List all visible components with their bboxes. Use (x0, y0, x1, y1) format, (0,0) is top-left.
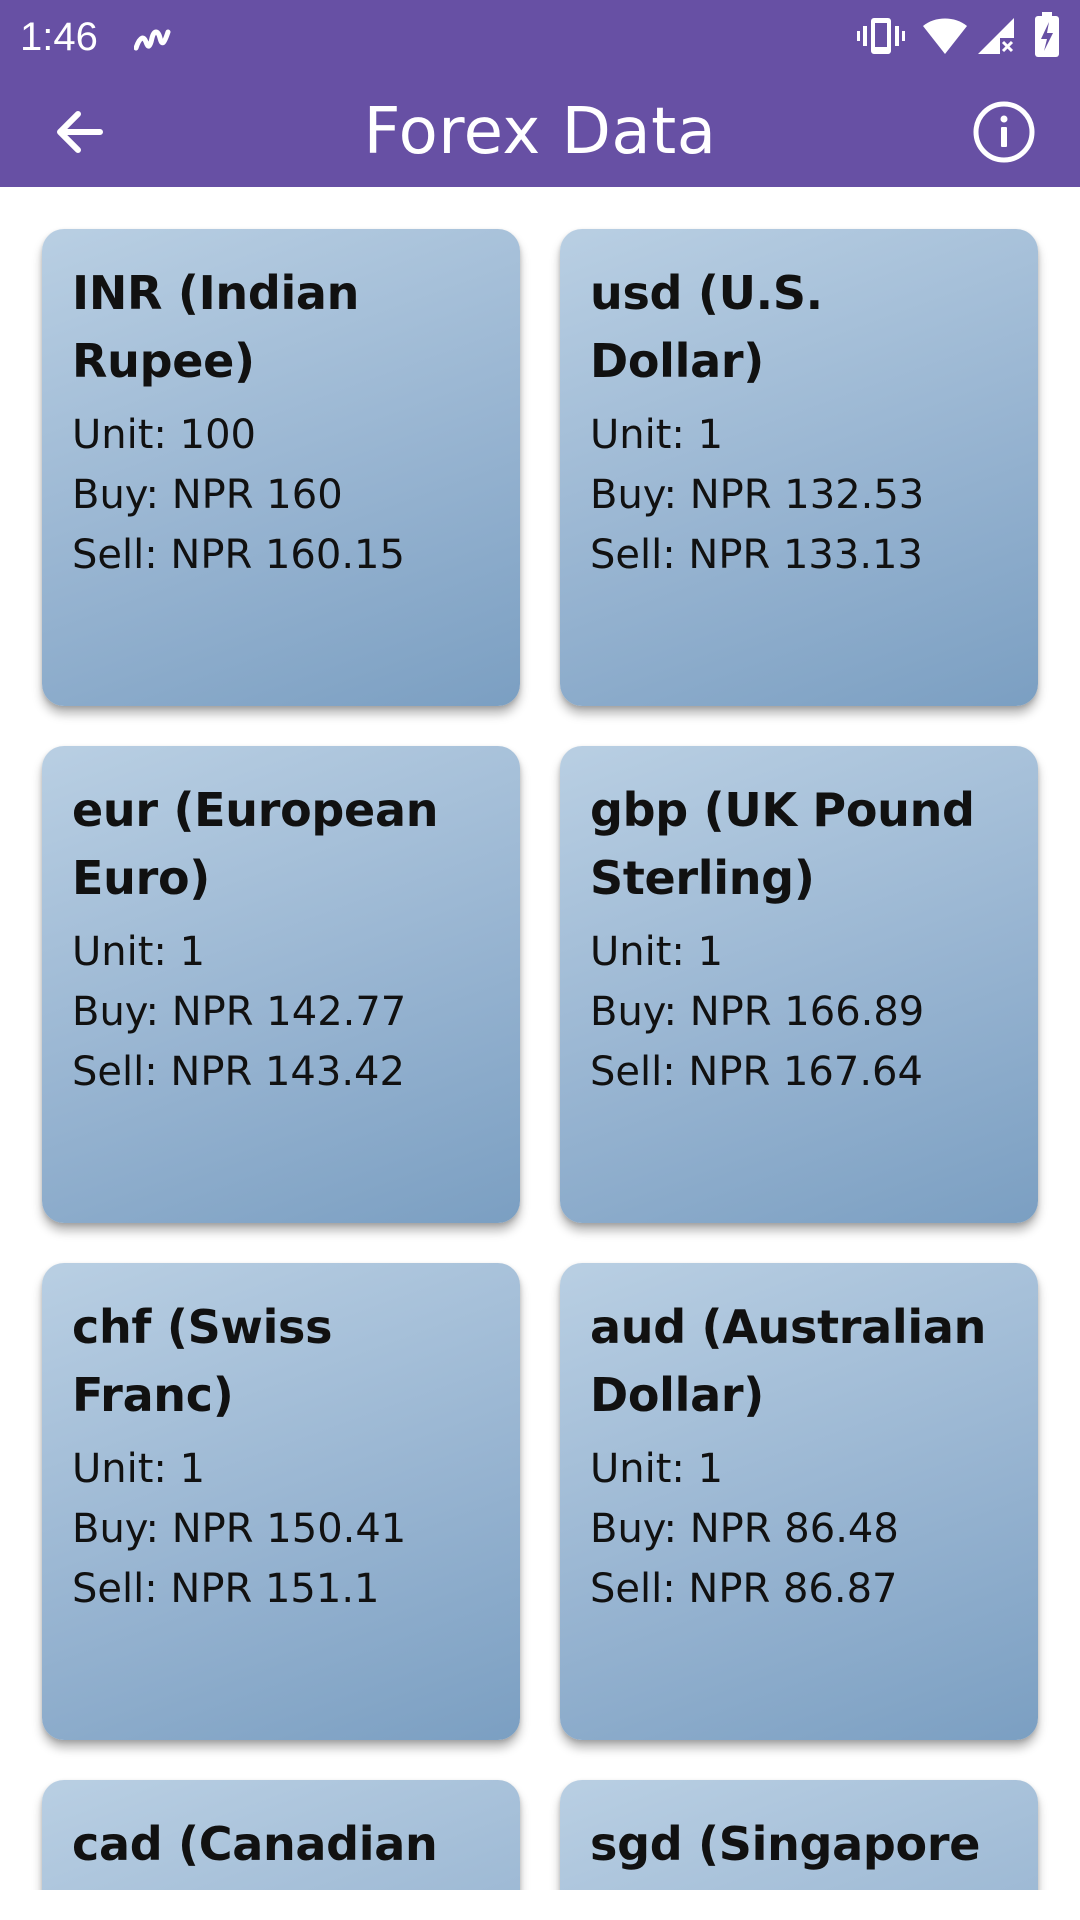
currency-title: cad (Canadian (72, 1817, 438, 1871)
currency-card-aud[interactable]: aud (Australian Dollar) Unit: 1 Buy: NPR… (560, 1263, 1038, 1740)
currency-unit: Unit: 1 (590, 929, 724, 975)
currency-sell: Sell: NPR 151.1 (72, 1566, 380, 1612)
currency-title: aud (Australian Dollar) (590, 1300, 987, 1422)
currency-sell: Sell: NPR 160.15 (72, 532, 405, 578)
currency-sell: Sell: NPR 133.13 (590, 532, 923, 578)
currency-title: eur (European Euro) (72, 783, 439, 905)
currency-card-eur[interactable]: eur (European Euro) Unit: 1 Buy: NPR 142… (42, 746, 520, 1223)
forex-list[interactable]: INR (Indian Rupee) Unit: 100 Buy: NPR 16… (0, 187, 1080, 1890)
currency-unit: Unit: 100 (72, 412, 256, 458)
currency-buy: Buy: NPR 160 (72, 472, 343, 518)
currency-buy: Buy: NPR 142.77 (72, 989, 407, 1035)
currency-title: usd (U.S. Dollar) (590, 266, 823, 388)
page-title: Forex Data (363, 95, 717, 169)
currency-card-cad[interactable]: cad (Canadian (42, 1780, 520, 1890)
currency-unit: Unit: 1 (72, 1446, 206, 1492)
currency-buy: Buy: NPR 150.41 (72, 1506, 407, 1552)
currency-card-inr[interactable]: INR (Indian Rupee) Unit: 100 Buy: NPR 16… (42, 229, 520, 706)
currency-unit: Unit: 1 (590, 412, 724, 458)
vibrate-icon (857, 18, 905, 54)
status-bar: 1:46 (0, 0, 1080, 77)
currency-card-sgd[interactable]: sgd (Singapore (560, 1780, 1038, 1890)
currency-title: gbp (UK Pound Sterling) (590, 783, 975, 905)
currency-unit: Unit: 1 (72, 929, 206, 975)
currency-unit: Unit: 1 (590, 1446, 724, 1492)
currency-title: chf (Swiss Franc) (72, 1300, 333, 1422)
cellular-signal-icon (978, 18, 1014, 54)
signal-activity-icon (134, 29, 171, 51)
currency-card-gbp[interactable]: gbp (UK Pound Sterling) Unit: 1 Buy: NPR… (560, 746, 1038, 1223)
battery-charging-icon (1035, 12, 1059, 57)
currency-title: sgd (Singapore (590, 1817, 981, 1871)
status-time: 1:46 (20, 15, 98, 59)
currency-grid: INR (Indian Rupee) Unit: 100 Buy: NPR 16… (42, 229, 1038, 1890)
currency-sell: Sell: NPR 167.64 (590, 1049, 923, 1095)
arrow-back-icon (57, 111, 103, 153)
currency-buy: Buy: NPR 166.89 (590, 989, 925, 1035)
app-bar: Forex Data (0, 77, 1080, 187)
currency-sell: Sell: NPR 143.42 (72, 1049, 405, 1095)
back-button[interactable] (40, 96, 130, 168)
currency-card-chf[interactable]: chf (Swiss Franc) Unit: 1 Buy: NPR 150.4… (42, 1263, 520, 1740)
currency-title: INR (Indian Rupee) (72, 266, 360, 388)
currency-buy: Buy: NPR 132.53 (590, 472, 925, 518)
currency-sell: Sell: NPR 86.87 (590, 1566, 898, 1612)
info-icon (973, 101, 1035, 163)
currency-buy: Buy: NPR 86.48 (590, 1506, 899, 1552)
currency-card-usd[interactable]: usd (U.S. Dollar) Unit: 1 Buy: NPR 132.5… (560, 229, 1038, 706)
info-button[interactable] (970, 98, 1038, 166)
wifi-icon (923, 18, 967, 54)
